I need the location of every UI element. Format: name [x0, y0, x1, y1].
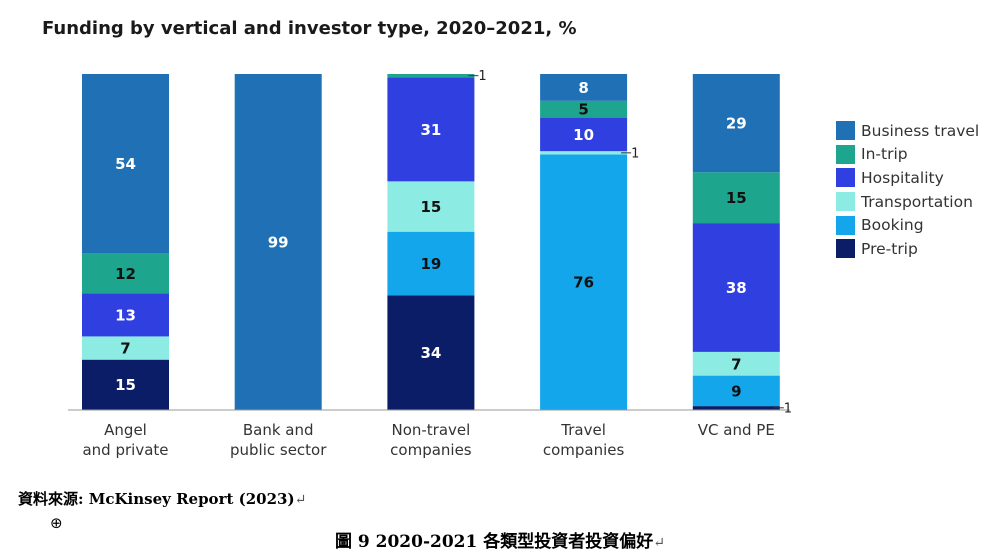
figure-caption-text: 圖 9 2020-2021 各類型投資者投資偏好 [334, 532, 654, 552]
data-label: 99 [268, 233, 289, 251]
data-label: 31 [420, 121, 441, 139]
bar-segment [692, 74, 780, 173]
chart-legend: Business travel In-trip Hospitality Transpo… [836, 119, 979, 261]
legend-item: Pre-trip [836, 237, 979, 261]
data-label: 38 [726, 279, 747, 297]
bar-segment [692, 406, 780, 410]
bar-segment [540, 117, 628, 152]
data-label: 9 [731, 382, 741, 400]
data-label: 13 [115, 306, 136, 324]
legend-label: Transportation [861, 192, 973, 211]
legend-label: In-trip [861, 145, 908, 164]
bar-segment [387, 181, 475, 232]
bar-segment [692, 351, 780, 376]
bar-segment [234, 74, 322, 410]
category-label: Angel and private [82, 421, 168, 459]
legend-swatch [836, 121, 855, 141]
legend-item: Booking [836, 213, 979, 237]
legend-swatch [836, 192, 855, 212]
data-label: 54 [115, 155, 136, 173]
data-label: 76 [573, 274, 594, 292]
data-label: 19 [420, 255, 441, 273]
data-label: 15 [726, 189, 747, 207]
bar-segment [387, 295, 475, 410]
chart-title: Funding by vertical and investor type, 2… [42, 18, 577, 39]
bar-segment [82, 336, 169, 360]
bar-segment [692, 172, 780, 224]
figure-caption: 圖 9 2020-2021 各類型投資者投資偏好↵ [0, 527, 1000, 552]
legend-label: Pre-trip [861, 239, 918, 258]
return-mark: ↵ [294, 492, 307, 508]
bar-segment [387, 77, 475, 182]
data-label: 10 [573, 126, 594, 144]
source-note-text: 資料來源: McKinsey Report (2023) [18, 490, 295, 508]
legend-label: Hospitality [861, 168, 944, 187]
data-label: 1 [631, 146, 639, 161]
bar-segment [692, 223, 780, 352]
bar-segment [540, 74, 628, 101]
data-label: 7 [731, 355, 741, 373]
legend-label: Business travel [861, 121, 980, 140]
data-label: 1 [478, 69, 486, 84]
category-label: VC and PE [698, 421, 775, 439]
bar-segment [82, 359, 169, 410]
bar-segment [82, 74, 169, 254]
data-label: 8 [578, 79, 588, 97]
data-label: 15 [420, 198, 441, 216]
category-label: Bank and public sector [230, 421, 327, 459]
bar-segment [540, 154, 628, 410]
bar-segment [540, 151, 628, 155]
bar-segment [82, 253, 169, 294]
data-label: 15 [115, 376, 136, 394]
legend-item: In-trip [836, 143, 979, 167]
data-label: 12 [115, 265, 136, 283]
data-label: 5 [578, 101, 588, 119]
data-label: 29 [726, 115, 747, 133]
legend-swatch [836, 239, 855, 259]
data-label: 34 [420, 344, 441, 362]
legend-swatch [836, 168, 855, 188]
bar-segment [540, 100, 628, 118]
bar-segment [82, 293, 169, 337]
legend-swatch [836, 144, 855, 164]
legend-swatch [836, 215, 855, 235]
bar-segment [387, 74, 475, 78]
legend-item: Business travel [836, 119, 979, 143]
anchor-icon: ⊕ [50, 514, 63, 532]
source-note: 資料來源: McKinsey Report (2023)↵ [18, 488, 306, 509]
legend-label: Booking [861, 216, 924, 235]
category-label: Non-travel companies [390, 421, 472, 459]
bar-segment [387, 231, 475, 296]
bars-layer [82, 74, 780, 410]
legend-item: Transportation [836, 190, 979, 214]
data-label: 1 [784, 401, 792, 416]
bar-segment [692, 375, 780, 407]
data-label: 7 [120, 340, 130, 358]
legend-item: Hospitality [836, 166, 979, 190]
return-mark: ↵ [653, 535, 665, 551]
category-label: Travel companies [543, 421, 625, 459]
